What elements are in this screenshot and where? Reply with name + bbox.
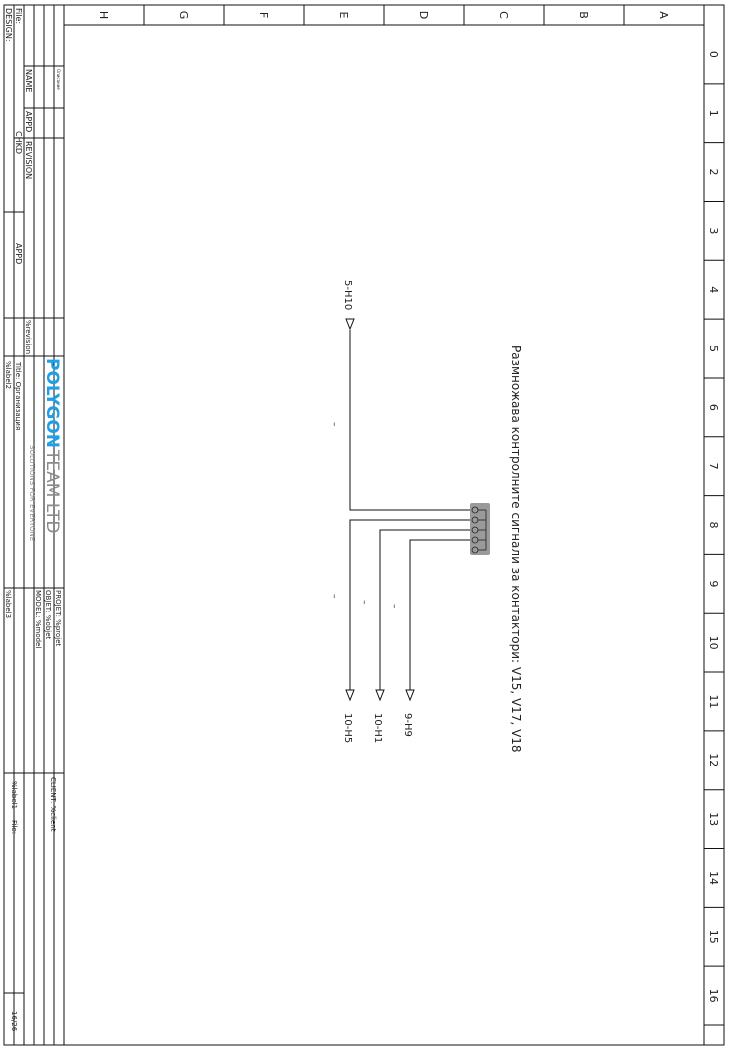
revision-value: %revision <box>24 320 32 354</box>
column-label-12: 12 <box>707 753 720 767</box>
column-label-9: 9 <box>707 580 720 587</box>
label2-field: %label2 <box>4 361 12 389</box>
row-label-h: H <box>97 11 110 19</box>
project-field: PROJET: %projet <box>54 590 62 647</box>
page-number: 16/26 <box>10 1011 18 1032</box>
model-field: MODEL: %model <box>34 590 42 648</box>
client-field: CLIENT: %client <box>49 777 57 832</box>
row-label-e: E <box>337 12 350 19</box>
column-label-8: 8 <box>707 522 720 529</box>
connector-pins <box>471 506 487 554</box>
sheet-border <box>3 4 725 1046</box>
column-label-0: 0 <box>707 51 720 58</box>
ref-out3: 10-H5 <box>342 713 353 743</box>
row-label-b: B <box>577 11 590 19</box>
appd-label-2: APPD <box>14 243 23 264</box>
arrow-out3-icon <box>345 689 355 702</box>
wire-mark-4: – <box>389 604 399 609</box>
name-label: NAME <box>24 69 33 92</box>
column-label-3: 3 <box>707 227 720 234</box>
label1-field: %label1 <box>10 781 18 809</box>
column-label-13: 13 <box>707 812 720 826</box>
logo-tagline: SOLUTIONS FOR EVERYONE <box>28 445 36 541</box>
wire-out2 <box>379 529 471 690</box>
ref-top: 5-H10 <box>342 280 353 310</box>
row-cells: A B C D E F G H <box>97 5 670 25</box>
wire-out3 <box>349 519 471 690</box>
column-label-6: 6 <box>707 404 720 411</box>
column-label-15: 15 <box>707 930 720 944</box>
file-label-2: File: <box>10 820 18 834</box>
file-label: File: <box>14 8 23 24</box>
row-label-g: G <box>177 11 190 20</box>
row-label-f: F <box>257 12 270 18</box>
logo-polygon-text: POLYGON <box>42 358 62 448</box>
column-label-4: 4 <box>707 286 720 293</box>
column-label-11: 11 <box>707 694 720 708</box>
logo-polygon: POLYGONTEAM LTD <box>42 358 62 533</box>
row-label-strip <box>63 5 704 1045</box>
title-block: DESIGN: File: NAME APPD CHKD REVISION AP… <box>4 5 64 1045</box>
row-label-d: D <box>417 11 430 19</box>
arrow-out2-icon <box>375 689 385 702</box>
ref-out1: 9-H9 <box>402 713 413 737</box>
chkd-label: CHKD <box>14 131 23 154</box>
wire-mark-1: – <box>329 422 339 427</box>
wire-mark-2: – <box>329 594 339 599</box>
column-label-7: 7 <box>707 463 720 470</box>
wire-out1 <box>409 539 471 690</box>
column-label-1: 1 <box>707 110 720 117</box>
title-field: Title: Организация <box>14 361 22 430</box>
small-note: Описание <box>56 69 61 90</box>
wire-top <box>349 330 471 511</box>
appd-label: APPD <box>24 111 33 132</box>
arrow-out1-icon <box>405 689 415 702</box>
revision-label: REVISION <box>24 141 33 179</box>
column-label-5: 5 <box>707 345 720 352</box>
design-label: DESIGN: <box>4 8 13 42</box>
column-label-2: 2 <box>707 169 720 176</box>
diagram-title: Размножава контролните сигнали за контак… <box>509 345 523 753</box>
column-label-10: 10 <box>707 636 720 650</box>
row-label-a: A <box>657 11 670 19</box>
schematic: Размножава контролните сигнали за контак… <box>329 280 523 753</box>
arrow-top-icon <box>345 318 355 331</box>
column-label-16: 16 <box>707 989 720 1003</box>
column-label-14: 14 <box>707 871 720 885</box>
object-field: OBJET: %objet <box>44 590 52 640</box>
row-label-c: C <box>497 11 510 19</box>
label3-field: %label3 <box>4 590 12 618</box>
connector-block <box>470 503 490 555</box>
logo-team-text: TEAM LTD <box>42 449 62 533</box>
wire-mark-3: – <box>359 600 369 605</box>
ref-out2: 10-H1 <box>372 713 383 743</box>
